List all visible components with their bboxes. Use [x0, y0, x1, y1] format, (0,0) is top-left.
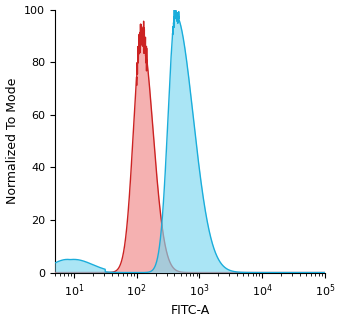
X-axis label: FITC-A: FITC-A — [170, 305, 210, 318]
Y-axis label: Normalized To Mode: Normalized To Mode — [5, 78, 18, 204]
